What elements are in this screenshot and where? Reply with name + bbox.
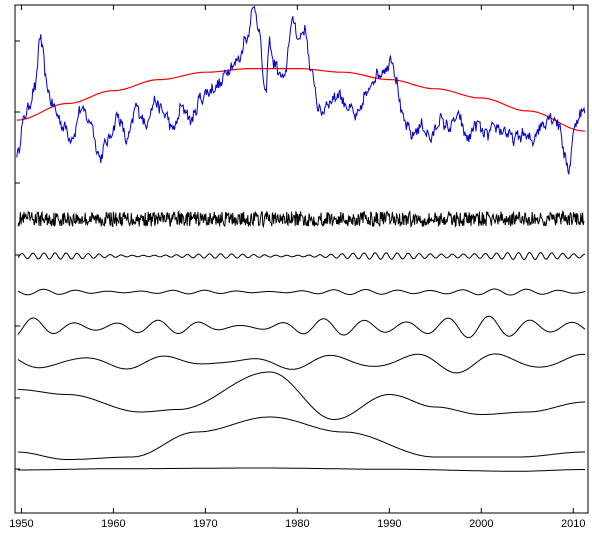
x-tick-label: 1970	[193, 518, 217, 530]
series-line-group	[17, 7, 585, 175]
trend-line	[17, 69, 585, 132]
component-line	[18, 253, 585, 260]
component-line	[18, 417, 585, 460]
component-lines	[18, 212, 585, 472]
x-tick-label: 1990	[377, 518, 401, 530]
component-line	[18, 354, 585, 373]
x-axis-ticks	[15, 5, 573, 513]
component-line	[18, 372, 585, 420]
x-tick-label: 1960	[101, 518, 125, 530]
x-tick-label: 1950	[9, 518, 33, 530]
x-tick-label: 1980	[285, 518, 309, 530]
component-line	[18, 468, 585, 471]
series-line	[17, 7, 585, 175]
x-tick-label: 2000	[469, 518, 493, 530]
x-tick-label: 2010	[561, 518, 585, 530]
component-line	[18, 316, 585, 337]
component-line	[18, 212, 584, 227]
trend-line-group	[17, 69, 585, 132]
x-tick-labels: 1950 1960 1970 1980 1990 2000 2010	[9, 518, 585, 530]
component-line	[18, 289, 585, 295]
